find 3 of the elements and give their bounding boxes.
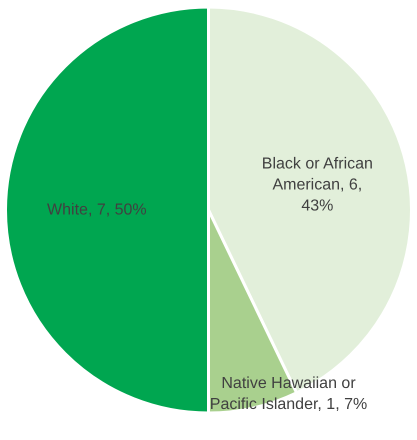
slice-label: Black or African American, 6, 43% bbox=[262, 156, 373, 215]
slice-label: White, 7, 50% bbox=[47, 201, 147, 218]
slice-label: Native Hawaiian or Pacific Islander, 1, 7% bbox=[210, 374, 368, 413]
